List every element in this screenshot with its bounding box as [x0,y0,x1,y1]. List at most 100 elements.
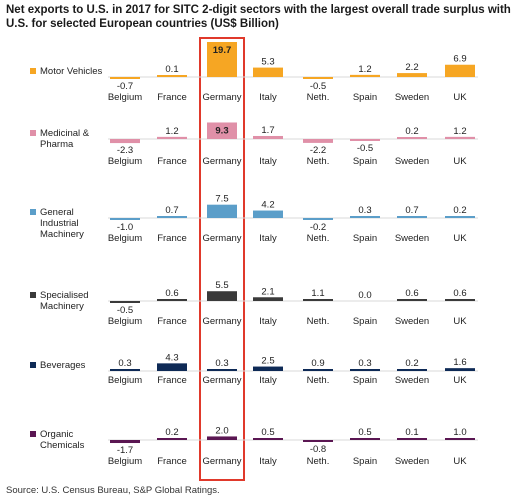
bar-2-7 [445,216,475,218]
series-label-3-1: Machinery [40,301,84,312]
value-label-4-3: 2.5 [261,356,274,367]
value-label-5-4: -0.8 [310,444,326,455]
bar-5-1 [157,438,187,440]
value-label-4-5: 0.3 [358,358,371,369]
bar-5-6 [397,438,427,440]
category-label-4-0: Belgium [108,375,142,386]
category-label-4-7: UK [453,375,467,386]
value-label-0-0: -0.7 [117,81,133,92]
category-label-2-1: France [157,233,187,244]
value-label-1-1: 1.2 [165,126,178,137]
value-label-4-7: 1.6 [453,357,466,368]
bar-3-4 [303,299,333,301]
category-label-0-5: Spain [353,92,377,103]
series-label-1-1: Pharma [40,139,74,150]
category-label-5-4: Neth. [307,456,330,467]
bar-4-2 [207,369,237,371]
category-label-2-7: UK [453,233,467,244]
bar-2-3 [253,210,283,218]
value-label-0-6: 2.2 [405,62,418,73]
category-label-4-3: Italy [259,375,277,386]
bar-2-1 [157,216,187,218]
bar-4-5 [350,369,380,371]
bar-5-0 [110,440,140,444]
value-label-3-2: 5.5 [215,280,228,291]
value-label-4-2: 0.3 [215,358,228,369]
series-label-3-0: Specialised [40,290,89,301]
value-label-1-5: -0.5 [357,143,373,154]
value-label-3-6: 0.6 [405,288,418,299]
category-label-5-7: UK [453,456,467,467]
series-label-1-0: Medicinal & [40,128,90,139]
category-label-4-5: Spain [353,375,377,386]
category-label-1-0: Belgium [108,156,142,167]
series-marker-4 [30,362,36,368]
value-label-2-5: 0.3 [358,205,371,216]
bar-2-2 [207,204,237,218]
value-label-3-1: 0.6 [165,288,178,299]
series-marker-1 [30,130,36,136]
category-label-2-5: Spain [353,233,377,244]
series-marker-0 [30,68,36,74]
category-label-0-6: Sweden [395,92,429,103]
category-label-4-2: Germany [202,375,241,386]
value-label-0-5: 1.2 [358,64,371,75]
value-label-2-7: 0.2 [453,205,466,216]
bar-0-5 [350,74,380,77]
bar-5-7 [445,438,475,440]
series-label-4-0: Beverages [40,360,86,371]
bar-3-3 [253,297,283,301]
value-label-3-0: -0.5 [117,305,133,316]
bar-5-4 [303,440,333,442]
category-label-0-2: Germany [202,92,241,103]
bar-4-4 [303,369,333,371]
value-label-0-2: 19.7 [213,45,232,56]
value-label-0-3: 5.3 [261,57,274,68]
value-label-5-6: 0.1 [405,427,418,438]
value-label-1-6: 0.2 [405,126,418,137]
category-label-5-0: Belgium [108,456,142,467]
bar-4-1 [157,363,187,371]
category-label-5-1: France [157,456,187,467]
value-label-2-2: 7.5 [215,194,228,205]
bar-3-7 [445,299,475,301]
category-label-1-2: Germany [202,156,241,167]
bar-4-6 [397,369,427,371]
category-label-1-3: Italy [259,156,277,167]
value-label-2-4: -0.2 [310,222,326,233]
value-label-1-0: -2.3 [117,145,133,156]
category-label-3-6: Sweden [395,316,429,327]
bar-5-5 [350,438,380,440]
category-label-4-4: Neth. [307,375,330,386]
bar-2-5 [350,216,380,218]
series-marker-5 [30,431,36,437]
category-label-3-0: Belgium [108,316,142,327]
bar-2-4 [303,218,333,220]
series-label-5-1: Chemicals [40,440,85,451]
category-label-2-3: Italy [259,233,277,244]
bar-0-4 [303,77,333,79]
value-label-4-0: 0.3 [118,358,131,369]
category-label-2-0: Belgium [108,233,142,244]
bar-5-2 [207,436,237,440]
value-label-5-2: 2.0 [215,425,228,436]
category-label-1-6: Sweden [395,156,429,167]
bar-2-6 [397,216,427,218]
value-label-3-3: 2.1 [261,286,274,297]
bar-1-0 [110,139,140,144]
category-label-3-1: France [157,316,187,327]
value-label-5-1: 0.2 [165,427,178,438]
category-label-1-4: Neth. [307,156,330,167]
value-label-3-4: 1.1 [311,288,324,299]
value-label-1-3: 1.7 [261,125,274,136]
category-label-0-4: Neth. [307,92,330,103]
bar-4-7 [445,368,475,371]
category-label-1-1: France [157,156,187,167]
category-label-5-2: Germany [202,456,241,467]
value-label-0-4: -0.5 [310,81,326,92]
value-label-4-1: 4.3 [165,352,178,363]
bar-0-1 [157,75,187,77]
bar-1-2 [207,122,237,139]
bar-1-1 [157,136,187,139]
